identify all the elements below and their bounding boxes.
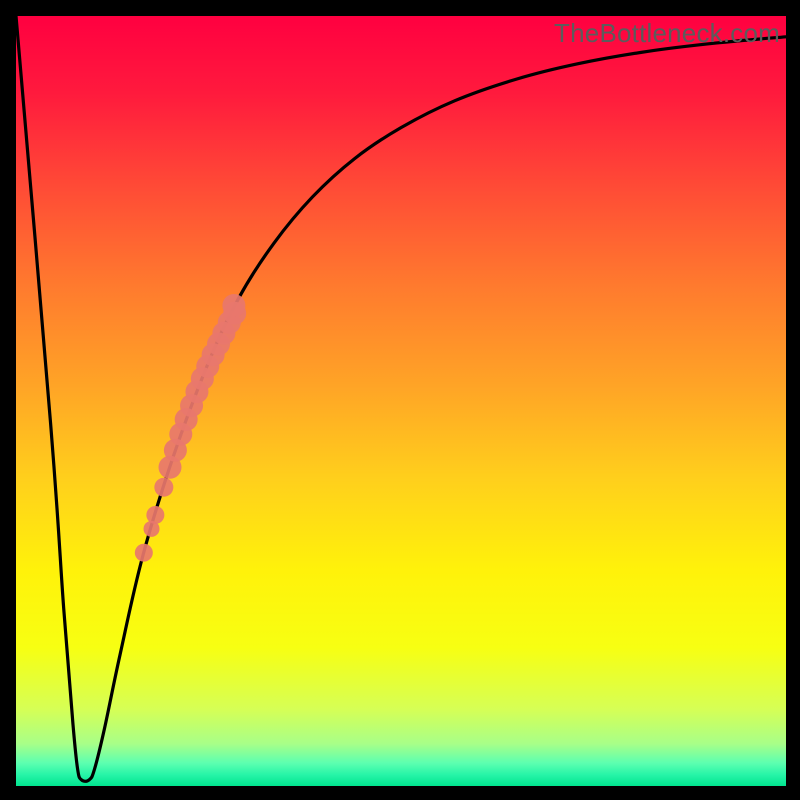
plot-area <box>16 16 786 786</box>
data-markers <box>135 294 246 562</box>
main-curve <box>16 16 786 781</box>
chart-root: TheBottleneck.com <box>0 0 800 800</box>
marker-dot <box>154 478 173 497</box>
marker-dot <box>144 521 160 537</box>
watermark-text: TheBottleneck.com <box>554 18 780 49</box>
chart-svg <box>16 16 786 786</box>
marker-dot <box>135 544 153 562</box>
marker-dot <box>222 294 245 317</box>
